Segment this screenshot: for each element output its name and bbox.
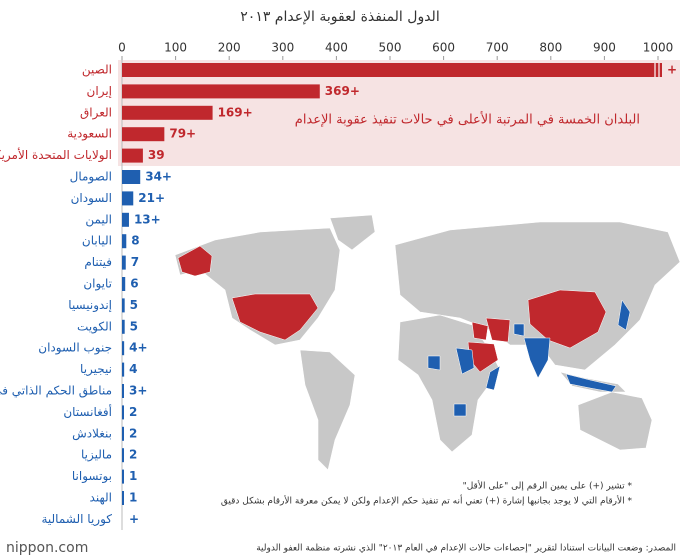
bar: [122, 469, 124, 484]
axis-break-tail: [658, 63, 662, 77]
y-tick-label: فيتنام: [84, 255, 112, 269]
value-label: 1: [129, 469, 137, 483]
note: * تشير (+) على يمين الرقم إلى "على الأقل…: [463, 480, 633, 492]
y-tick-label: السعودية: [67, 127, 112, 142]
bar: [122, 234, 127, 249]
y-tick-label: الكويت: [77, 319, 112, 334]
value-label: +: [129, 512, 139, 526]
bar: [122, 319, 125, 334]
value-label: 5: [130, 298, 138, 312]
y-tick-label: أفغانستان: [63, 404, 112, 419]
y-tick-label: الصين: [82, 63, 112, 78]
x-tick-label: 600: [432, 41, 455, 55]
y-tick-label: إيران: [87, 84, 112, 99]
value-label: 1: [129, 491, 137, 505]
x-tick-label: 800: [539, 41, 562, 55]
chart-title: الدول المنفذة لعقوبة الإعدام ٢٠١٣: [240, 9, 439, 25]
bar: [122, 170, 141, 184]
value-label: 3+: [129, 384, 147, 398]
value-label: 7: [131, 255, 139, 269]
x-tick-label: 200: [218, 41, 241, 55]
bar: [122, 148, 143, 163]
bar: [122, 191, 134, 206]
value-label: 34+: [145, 170, 172, 184]
map-highlights: [177, 245, 631, 417]
y-tick-label: اليمن: [85, 212, 112, 227]
value-label: 369+: [325, 84, 360, 98]
x-tick-label: 700: [486, 41, 509, 55]
bar: [122, 127, 165, 142]
bar: [122, 277, 126, 291]
value-label: 79+: [169, 127, 196, 141]
y-tick-label: السودان: [71, 191, 112, 206]
bar: [122, 426, 124, 441]
y-tick-label: نيجيريا: [80, 362, 112, 377]
x-tick-label: 900: [593, 41, 616, 55]
y-tick-label: اليابان: [82, 234, 112, 248]
bar: [122, 105, 213, 120]
y-tick-label: تايوان: [83, 277, 112, 292]
y-tick-label: ماليزيا: [81, 448, 112, 463]
bar: [122, 384, 124, 398]
x-tick-label: 0: [118, 41, 126, 55]
source: المصدر: وضعت البيانات استنادا لتقرير "إح…: [256, 544, 676, 554]
value-label: +: [667, 63, 677, 77]
bar: [122, 491, 124, 505]
x-tick-label: 400: [325, 41, 348, 55]
y-tick-label: إندونيسيا: [68, 298, 112, 313]
value-label: 4: [129, 362, 137, 376]
bar: [122, 448, 124, 463]
note: * الأرقام التي لا يوجد بجانبها إشارة (+)…: [221, 495, 633, 507]
y-tick-label: الصومال: [70, 170, 112, 185]
value-label: 21+: [138, 191, 165, 205]
value-label: 4+: [129, 341, 147, 355]
y-tick-label: مناطق الحكم الذاتي في فلسطين: [0, 384, 112, 399]
value-label: 39: [148, 148, 165, 162]
bar: [122, 255, 126, 270]
value-label: 6: [130, 277, 138, 291]
bar: [122, 405, 124, 420]
x-tick-label: 300: [271, 41, 294, 55]
value-label: 169+: [218, 105, 253, 119]
bar: [122, 84, 320, 99]
value-label: 13+: [134, 212, 161, 226]
world-map: [174, 214, 680, 471]
bar: [122, 63, 658, 77]
y-tick-label: الولايات المتحدة الأمريكية: [0, 147, 112, 163]
y-tick-label: الهند: [90, 491, 112, 505]
bar: [122, 341, 125, 356]
logo: nippon.com: [6, 540, 88, 556]
x-tick-label: 100: [164, 41, 187, 55]
value-label: 8: [131, 234, 139, 248]
value-label: 2: [129, 426, 137, 440]
y-tick-label: كوريا الشمالية: [41, 512, 112, 527]
bar: [122, 212, 129, 227]
bar: [122, 298, 125, 313]
y-tick-label: بوتسوانا: [72, 469, 112, 484]
value-label: 2: [129, 448, 137, 462]
value-label: 2: [129, 405, 137, 419]
y-tick-label: العراق: [80, 105, 112, 120]
x-tick-label: 500: [379, 41, 402, 55]
x-tick-label: 1000: [643, 41, 674, 55]
y-tick-label: جنوب السودان: [38, 341, 112, 356]
value-label: 5: [130, 319, 138, 333]
annotation: البلدان الخمسة في المرتبة الأعلى في حالا…: [295, 111, 640, 128]
y-tick-label: بنغلادش: [72, 426, 112, 441]
bar: [122, 362, 125, 377]
